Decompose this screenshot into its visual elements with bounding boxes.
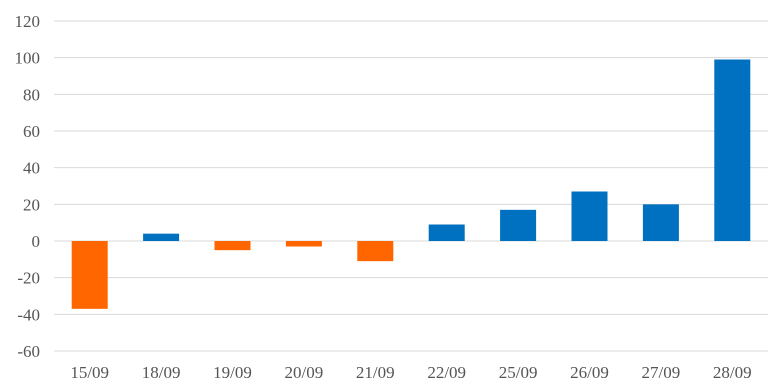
bar-19-09 [214,241,251,251]
x-tick-label: 18/09 [142,363,181,382]
y-tick-label: -60 [17,342,40,361]
x-tick-label: 28/09 [713,363,752,382]
bar-22-09 [428,224,465,241]
x-axis: 15/09 18/09 19/09 20/09 21/09 22/09 25/09 26/09… [70,363,751,382]
bar-20-09 [285,241,322,247]
y-tick-label: 100 [15,49,41,68]
y-tick-label: 60 [23,122,40,141]
y-tick-label: 40 [23,159,40,178]
x-tick-label: 27/09 [642,363,681,382]
bar-26-09 [571,191,608,241]
x-tick-label: 19/09 [213,363,252,382]
bar-25-09 [500,209,537,241]
x-tick-label: 22/09 [427,363,466,382]
y-tick-label: -40 [17,305,40,324]
bar-27-09 [642,204,679,241]
bars [71,59,751,309]
bar-21-09 [357,241,394,262]
y-tick-label: 80 [23,85,40,104]
bar-28-09 [714,59,751,241]
y-tick-label: 20 [23,195,40,214]
bar-18-09 [143,233,180,241]
x-tick-label: 20/09 [285,363,324,382]
x-tick-label: 15/09 [70,363,109,382]
y-tick-label: 0 [32,232,41,251]
gridlines [54,20,768,352]
x-tick-label: 26/09 [570,363,609,382]
y-tick-label: -20 [17,269,40,288]
bar-15-09 [71,241,108,309]
x-tick-label: 25/09 [499,363,538,382]
x-tick-label: 21/09 [356,363,395,382]
y-tick-label: 120 [15,12,41,31]
y-axis: 120 100 80 60 40 20 0 -20 -40 -60 [15,12,41,361]
